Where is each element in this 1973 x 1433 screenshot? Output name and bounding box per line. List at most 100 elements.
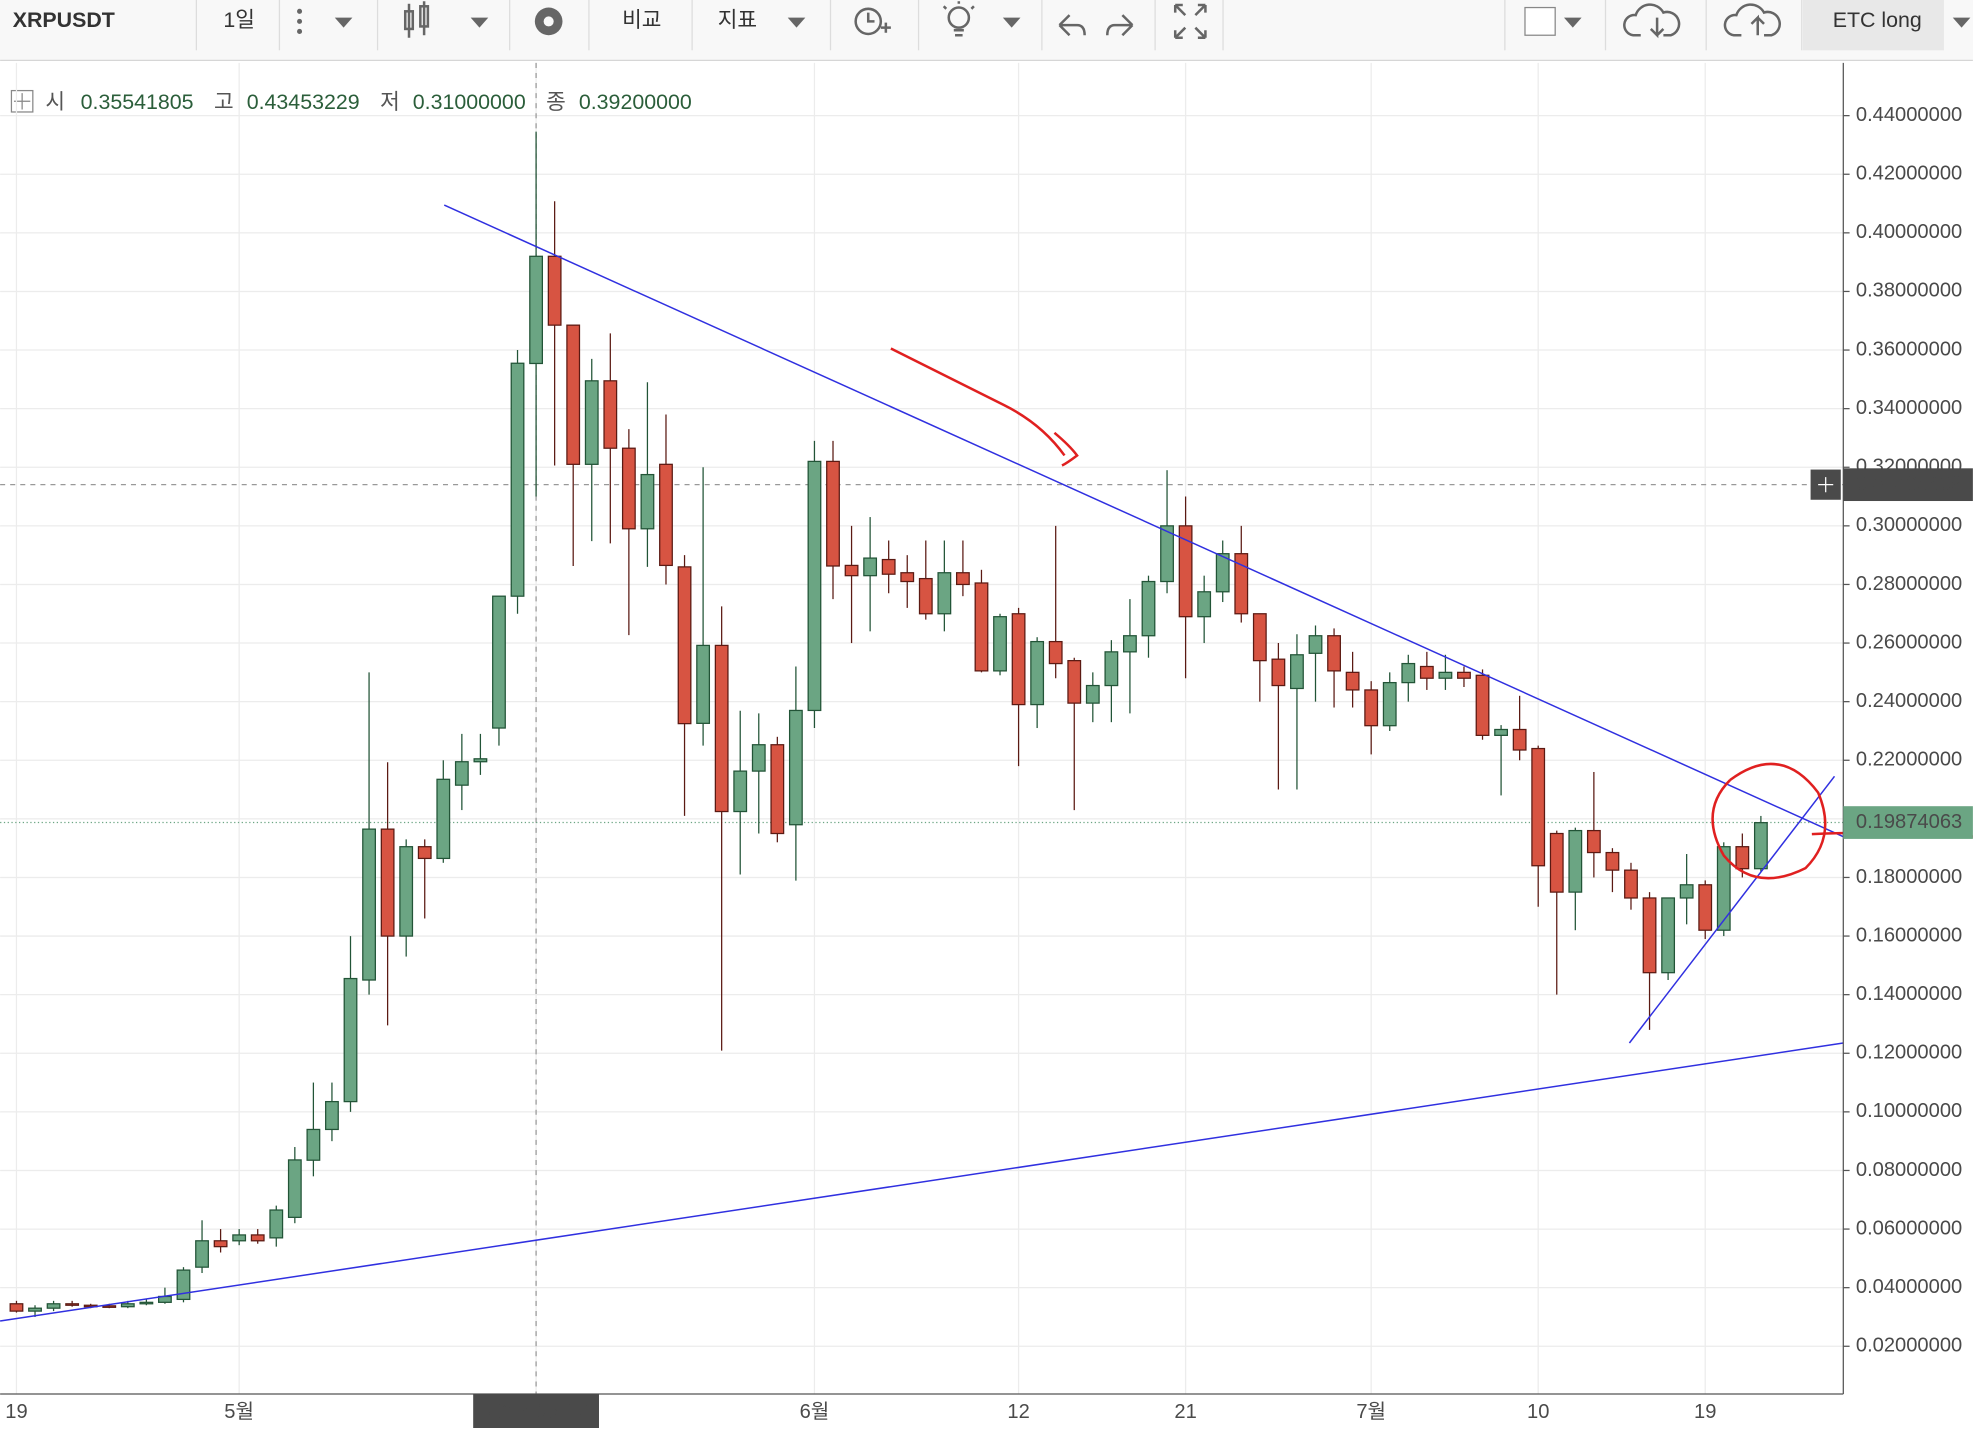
candle-body <box>473 758 488 763</box>
candle-body <box>603 380 618 449</box>
candle-body <box>343 977 358 1103</box>
trend-line[interactable] <box>443 204 1844 838</box>
candle-body <box>1438 671 1453 679</box>
candle-body <box>195 1240 209 1268</box>
crosshair-price: 0.31405809 <box>1856 473 1962 495</box>
y-tick-label: 0.22000000 <box>1856 749 1962 771</box>
layout-name[interactable]: ETC long <box>1833 8 1922 32</box>
candle-body <box>937 572 952 615</box>
x-tick-label: 19 <box>1694 1401 1716 1423</box>
trend-line[interactable] <box>0 1042 1844 1322</box>
candle-body <box>1308 635 1323 654</box>
candle-body <box>213 1240 228 1248</box>
layout-button-bg <box>1803 0 1944 51</box>
candle-body <box>380 828 395 937</box>
candle-body <box>399 846 414 937</box>
x-tick-label: 10 <box>1527 1401 1549 1423</box>
compare-button[interactable]: 비교 <box>622 8 661 32</box>
candle-body <box>918 577 933 615</box>
y-tick-label: 0.34000000 <box>1856 397 1962 419</box>
hand-arrow[interactable] <box>890 347 1079 467</box>
candle-body <box>287 1159 302 1218</box>
hand-circle[interactable] <box>1711 762 1827 880</box>
legend-toggle[interactable] <box>10 89 34 113</box>
candle-body <box>770 744 785 835</box>
y-tick-label: 0.04000000 <box>1856 1276 1962 1298</box>
redo-icon[interactable] <box>1106 14 1134 37</box>
dropdown-arrows[interactable] <box>334 17 1971 28</box>
candle-body <box>1419 665 1434 679</box>
alert-icon[interactable] <box>854 7 891 36</box>
candle-body <box>844 564 859 577</box>
candle-body <box>102 1305 117 1308</box>
legend-value: 0.31000000 <box>413 90 526 114</box>
candle-body <box>139 1301 154 1305</box>
y-tick-label: 0.40000000 <box>1856 221 1962 243</box>
candle-body <box>417 846 432 860</box>
candle-body <box>1753 822 1768 870</box>
candle-style-icon[interactable] <box>403 1 430 38</box>
candle-body <box>65 1303 80 1306</box>
x-tick-label: 12 <box>1007 1401 1029 1423</box>
crosshair-price-box <box>1843 468 1973 502</box>
idea-icon[interactable] <box>942 1 975 37</box>
candle-body <box>1494 728 1509 736</box>
candle-body <box>1141 580 1156 637</box>
candle-body <box>1048 640 1063 665</box>
candle-body <box>1327 635 1341 672</box>
candle-body <box>1067 660 1082 704</box>
legend-label: 고 <box>214 90 234 114</box>
candle-body <box>974 582 989 672</box>
x-tick-label: 19 <box>5 1401 27 1423</box>
candle-body <box>566 324 581 465</box>
y-tick-label: 0.10000000 <box>1856 1100 1962 1122</box>
legend-label: 저 <box>380 90 400 114</box>
candle-body <box>454 761 469 786</box>
interval-button[interactable]: 1일 <box>223 8 255 32</box>
candle-body <box>751 744 766 772</box>
crosshair-plus <box>1818 477 1834 493</box>
y-tick-label: 0.44000000 <box>1856 104 1962 126</box>
symbol[interactable]: XRPUSDT <box>13 8 115 32</box>
y-tick-label: 0.08000000 <box>1856 1159 1962 1181</box>
candle-body <box>176 1269 191 1301</box>
candle-body <box>1531 747 1546 867</box>
candle-body <box>1234 553 1249 615</box>
candle-body <box>1698 884 1713 931</box>
candle-body <box>269 1209 284 1239</box>
legend-value: 0.43453229 <box>247 90 360 114</box>
undo-icon[interactable] <box>1058 14 1086 37</box>
fullscreen-icon[interactable] <box>1173 3 1207 40</box>
x-tick-label: 6월 <box>800 1400 830 1423</box>
grid <box>0 62 1844 1395</box>
plot <box>9 131 1768 1317</box>
y-tick-label: 0.06000000 <box>1856 1217 1962 1239</box>
candle-body <box>1624 869 1638 899</box>
candle-body <box>492 595 506 729</box>
x-tick-label: 7월 <box>1356 1400 1386 1423</box>
candle-body <box>584 380 599 465</box>
color-box[interactable] <box>1524 6 1556 36</box>
separators <box>195 0 1803 51</box>
save-icon[interactable] <box>1723 3 1781 37</box>
indicators-button[interactable]: 지표 <box>718 8 757 32</box>
candle-body <box>46 1303 61 1309</box>
candle-body <box>659 463 673 567</box>
crosshair-date-box <box>473 1394 599 1428</box>
settings-icon[interactable] <box>534 7 563 36</box>
candle-body <box>362 828 376 981</box>
candle-body <box>1364 689 1379 727</box>
candle-body <box>1549 832 1564 893</box>
candle-body <box>1586 829 1601 854</box>
candle-body <box>900 572 915 583</box>
more-icon[interactable] <box>297 8 303 34</box>
load-icon[interactable] <box>1623 3 1681 39</box>
last-price-label: 0.19874063 <box>1856 811 1962 833</box>
x-tick-label: 5월 <box>224 1400 254 1423</box>
candle-body <box>1123 635 1137 653</box>
trend-line[interactable] <box>1628 775 1836 1044</box>
drawings <box>0 204 1973 1322</box>
candle-body <box>436 778 451 860</box>
candle-body <box>1716 846 1731 931</box>
candle-body <box>733 770 748 813</box>
